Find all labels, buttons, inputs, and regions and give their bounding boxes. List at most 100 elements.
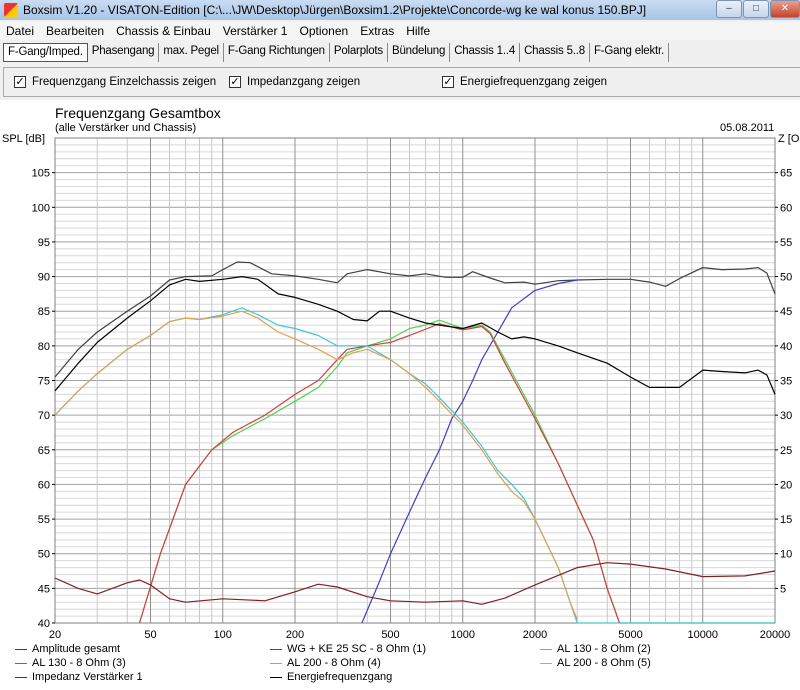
options-panel: ✓ Frequenzgang Einzelchassis zeigen ✓ Impe… [3,67,800,97]
menu-bearbeiten[interactable]: Bearbeiten [46,24,105,38]
checkbox-checked-icon[interactable]: ✓ [14,76,26,88]
tab-fgang-elektr[interactable]: F-Gang elektr. [590,43,670,62]
legend-label: AL 200 - 8 Ohm (5) [557,657,651,669]
option-energie[interactable]: ✓ Energiefrequenzgang zeigen [442,76,607,88]
tab-fgang-richtungen[interactable]: F-Gang Richtungen [224,43,330,62]
y-tick-label: 70 [38,410,50,422]
x-tick-label: 10000 [687,629,718,641]
legend-swatch [540,662,552,664]
y-tick-label: 40 [38,618,50,630]
series-line-2 [361,279,578,624]
series-line-8 [54,276,776,395]
tab-chassis-1-4[interactable]: Chassis 1..4 [450,43,521,62]
y2-tick-label: 35 [780,376,792,388]
y2-tick-label: 55 [780,237,792,249]
x-tick-label: 500 [381,629,399,641]
menu-optionen[interactable]: Optionen [299,24,349,38]
series-line-7 [54,562,776,605]
x-tick-label: 5000 [618,629,642,641]
chart-subtitle: (alle Verstärker und Chassis) [55,122,197,134]
legend-swatch [15,662,27,664]
tab-buendelung[interactable]: Bündelung [388,43,451,62]
app-icon [4,3,18,17]
chart-title: Frequenzgang Gesamtbox [55,105,221,121]
menu-datei[interactable]: Datei [6,24,35,38]
x-tick-label: 200 [286,629,304,641]
series-line-4 [138,323,621,624]
y2-axis-label: Z [Ohm] [778,133,800,145]
y-tick-label: 50 [38,549,50,561]
series-line-1 [54,261,776,378]
tab-phasengang[interactable]: Phasengang [88,43,160,62]
y2-tick-label: 40 [780,341,792,353]
y2-tick-label: 60 [780,202,792,214]
tab-max-pegel[interactable]: max. Pegel [159,43,224,62]
legend-swatch [15,676,27,678]
legend-item: AL 200 - 8 Ohm (4) [270,657,381,669]
y2-tick-label: 30 [780,410,792,422]
tab-bar: F-Gang/Imped. Phasengang max. Pegel F-Ga… [3,43,670,62]
y2-tick-label: 15 [780,514,792,526]
y-axis-label: SPL [dB] [2,133,45,145]
y-tick-label: 45 [38,583,50,595]
legend-swatch [270,662,282,664]
chart-date: 05.08.2011 [720,122,775,134]
y2-tick-label: 10 [780,549,792,561]
legend-item: AL 200 - 8 Ohm (5) [540,657,651,669]
legend-item: Amplitude gesamt [15,643,120,655]
tab-fgang-imped[interactable]: F-Gang/Imped. [3,43,88,62]
x-tick-label: 50 [144,629,156,641]
legend-label: AL 130 - 8 Ohm (2) [557,643,651,655]
tab-chassis-5-8[interactable]: Chassis 5..8 [520,43,590,62]
legend-item: AL 130 - 8 Ohm (3) [15,657,126,669]
series-line-6 [54,310,578,620]
legend-label: AL 200 - 8 Ohm (4) [287,657,381,669]
legend-item: Impedanz Verstärker 1 [15,671,143,683]
legend-label: AL 130 - 8 Ohm (3) [32,657,126,669]
option-einzelchassis[interactable]: ✓ Frequenzgang Einzelchassis zeigen [14,76,216,88]
minimize-button[interactable]: – [716,0,742,18]
frequency-response-plot: 20 50 100 200 500 1000 2000 5000 10000 20000 40 45 5… [2,133,800,641]
chart-area: Frequenzgang Gesamtbox (alle Verstärker … [0,100,800,690]
legend-item: WG + KE 25 SC - 8 Ohm (1) [270,643,426,655]
legend-item: AL 130 - 8 Ohm (2) [540,643,651,655]
y-tick-label: 65 [38,445,50,457]
y-tick-label: 90 [38,272,50,284]
option-impedanz[interactable]: ✓ Impedanzgang zeigen [229,76,360,88]
series-line-5 [54,307,775,624]
window-title: Boxsim V1.20 - VISATON-Edition [C:\...\J… [23,3,647,17]
y-tick-label: 55 [38,514,50,526]
checkbox-checked-icon[interactable]: ✓ [229,76,241,88]
legend-label: Energiefrequenzgang [287,671,393,683]
maximize-button[interactable]: □ [743,0,769,18]
x-tick-label: 1000 [451,629,475,641]
y2-tick-label: 65 [780,168,792,180]
option-label: Frequenzgang Einzelchassis zeigen [32,76,217,88]
y-tick-label: 100 [32,202,50,214]
menu-chassis-einbau[interactable]: Chassis & Einbau [116,24,211,38]
tab-polarplots[interactable]: Polarplots [330,43,388,62]
y-tick-label: 60 [38,479,50,491]
y-tick-label: 75 [38,376,50,388]
menu-verstaerker[interactable]: Verstärker 1 [222,24,288,38]
legend-swatch [270,676,282,678]
menu-hilfe[interactable]: Hilfe [406,24,431,38]
checkbox-checked-icon[interactable]: ✓ [442,76,454,88]
y2-tick-label: 45 [780,306,792,318]
menu-extras[interactable]: Extras [360,24,395,38]
legend-label: Impedanz Verstärker 1 [32,671,143,683]
y2-tick-label: 50 [780,272,792,284]
legend-swatch [540,648,552,650]
x-tick-label: 100 [214,629,232,641]
y-tick-label: 95 [38,237,50,249]
legend-swatch [270,648,282,650]
legend-item: Energiefrequenzgang [270,671,392,683]
y2-tick-label: 25 [780,445,792,457]
title-bar: Boxsim V1.20 - VISATON-Edition [C:\...\J… [0,0,800,20]
option-label: Impedanzgang zeigen [247,76,361,88]
y2-tick-label: 5 [780,583,786,595]
x-tick-label: 2000 [523,629,547,641]
legend-swatch [15,648,27,650]
close-button[interactable]: ✕ [770,0,800,18]
y2-tick-label: 20 [780,479,792,491]
